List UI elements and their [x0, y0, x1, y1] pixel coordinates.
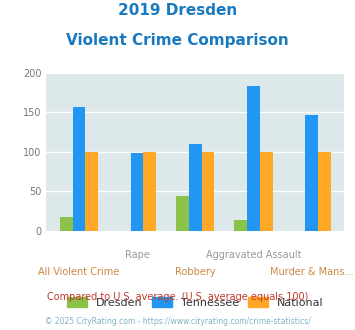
Text: Aggravated Assault: Aggravated Assault: [206, 250, 301, 260]
Bar: [72, 108, 85, 231]
Legend: Dresden, Tennessee, National: Dresden, Tennessee, National: [63, 293, 328, 313]
Bar: [176, 196, 189, 231]
Text: Murder & Mans...: Murder & Mans...: [270, 267, 353, 277]
Text: Robbery: Robbery: [175, 267, 215, 277]
Bar: [260, 152, 273, 231]
Text: 2019 Dresden: 2019 Dresden: [118, 3, 237, 18]
Bar: [85, 152, 98, 231]
Bar: [189, 144, 202, 231]
Text: Violent Crime Comparison: Violent Crime Comparison: [66, 33, 289, 48]
Bar: [305, 115, 318, 231]
Bar: [318, 152, 331, 231]
Bar: [60, 217, 72, 231]
Bar: [143, 152, 156, 231]
Bar: [247, 86, 260, 231]
Text: All Violent Crime: All Violent Crime: [38, 267, 120, 277]
Bar: [131, 153, 143, 231]
Text: © 2025 CityRating.com - https://www.cityrating.com/crime-statistics/: © 2025 CityRating.com - https://www.city…: [45, 317, 310, 326]
Text: Compared to U.S. average. (U.S. average equals 100): Compared to U.S. average. (U.S. average …: [47, 292, 308, 302]
Bar: [234, 220, 247, 231]
Text: Rape: Rape: [125, 250, 149, 260]
Bar: [202, 152, 214, 231]
